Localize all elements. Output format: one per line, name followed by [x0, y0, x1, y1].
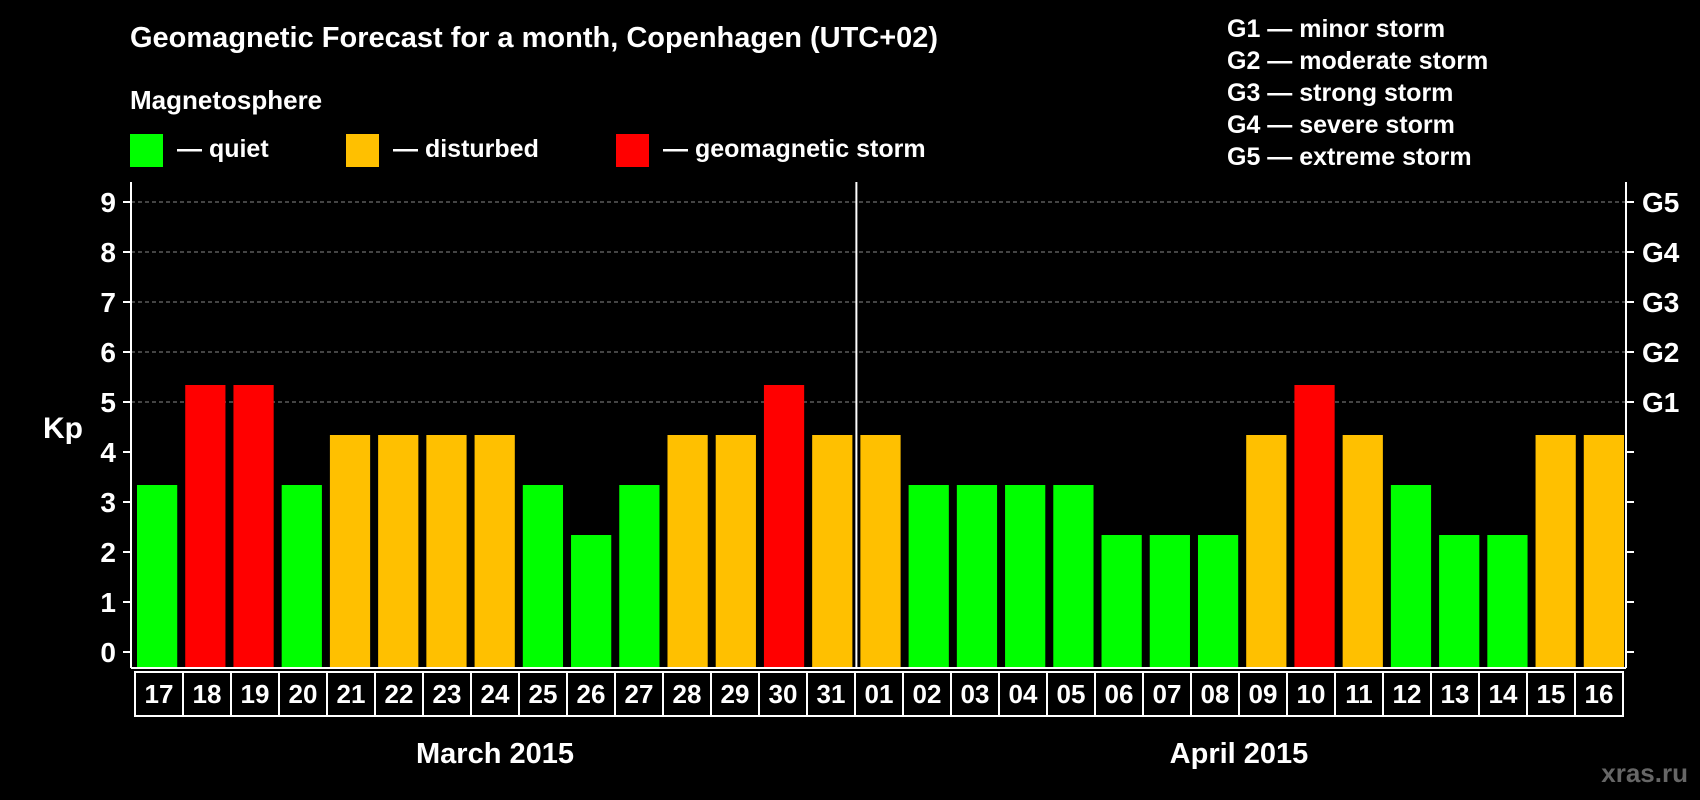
x-tick-label-29: 29 [721, 679, 750, 709]
bar-26 [571, 535, 612, 668]
x-tick-label-11: 11 [1345, 679, 1373, 709]
x-tick-label-13: 13 [1441, 679, 1470, 709]
chart-title: Geomagnetic Forecast for a month, Copenh… [130, 22, 938, 54]
y-tick-label-4: 4 [100, 437, 116, 468]
y-tick-label-3: 3 [100, 487, 116, 518]
legend-swatch-quiet [130, 134, 163, 167]
right-axis-label-g5: G5 [1642, 187, 1679, 218]
right-axis-label-g1: G1 [1642, 387, 1679, 418]
bar-04 [1005, 485, 1046, 668]
bar-22 [378, 435, 419, 668]
bar-10 [1294, 385, 1335, 668]
axes [123, 182, 1634, 717]
legend-swatch-storm [616, 134, 649, 167]
y-tick-label-9: 9 [100, 187, 116, 218]
bar-02 [908, 485, 949, 668]
x-tick-label-30: 30 [769, 679, 798, 709]
bar-27 [619, 485, 660, 668]
bar-14 [1487, 535, 1528, 668]
x-tick-label-10: 10 [1297, 679, 1326, 709]
bar-01 [860, 435, 901, 668]
storm-scale-g5: G5 — extreme storm [1227, 143, 1472, 171]
bar-07 [1149, 535, 1190, 668]
bar-23 [426, 435, 467, 668]
y-axis-label: Kp [43, 412, 83, 445]
bar-03 [956, 485, 998, 668]
legend-label-quiet: — quiet [177, 135, 269, 163]
legend-label-disturbed: — disturbed [393, 135, 539, 163]
right-axis-label-g3: G3 [1642, 287, 1679, 318]
bar-05 [1053, 485, 1094, 668]
bar-31 [812, 435, 853, 668]
bar-24 [474, 435, 515, 668]
bar-30 [763, 385, 805, 668]
x-tick-label-25: 25 [529, 679, 558, 709]
x-tick-label-01: 01 [865, 679, 894, 709]
x-tick-label-31: 31 [817, 679, 846, 709]
x-tick-label-26: 26 [577, 679, 606, 709]
bar-08 [1197, 535, 1239, 668]
x-tick-label-15: 15 [1537, 679, 1566, 709]
bar-21 [329, 435, 371, 668]
x-tick-label-09: 09 [1249, 679, 1278, 709]
right-axis-label-g2: G2 [1642, 337, 1679, 368]
x-tick-label-24: 24 [481, 679, 510, 709]
bar-09 [1246, 435, 1287, 668]
bars [137, 385, 1624, 668]
x-tick-label-07: 07 [1153, 679, 1182, 709]
right-axis-label-g4: G4 [1642, 237, 1680, 268]
x-tick-label-18: 18 [193, 679, 222, 709]
storm-scale-g3: G3 — strong storm [1227, 79, 1453, 107]
x-tick-label-16: 16 [1585, 679, 1614, 709]
y-tick-label-1: 1 [100, 587, 116, 618]
bar-15 [1535, 435, 1576, 668]
bar-20 [281, 485, 322, 668]
legend-section-title: Magnetosphere [130, 85, 322, 115]
legend-swatch-disturbed [346, 134, 379, 167]
bar-17 [137, 485, 178, 668]
x-tick-label-21: 21 [337, 679, 366, 709]
legend-label-storm: — geomagnetic storm [663, 135, 926, 163]
bar-06 [1101, 535, 1142, 668]
bar-29 [715, 435, 756, 668]
bar-19 [233, 385, 274, 668]
bar-25 [522, 485, 564, 668]
watermark: xras.ru [1601, 758, 1688, 788]
y-tick-label-7: 7 [100, 287, 116, 318]
x-tick-label-27: 27 [625, 679, 654, 709]
x-tick-label-05: 05 [1057, 679, 1086, 709]
storm-scale-g4: G4 — severe storm [1227, 111, 1455, 139]
x-tick-label-19: 19 [241, 679, 270, 709]
y-tick-label-8: 8 [100, 237, 116, 268]
bar-18 [185, 385, 226, 668]
bar-16 [1583, 435, 1624, 668]
x-tick-label-17: 17 [145, 679, 174, 709]
x-tick-label-03: 03 [961, 679, 990, 709]
day-label-strip [134, 671, 1624, 717]
bar-13 [1439, 535, 1480, 668]
y-tick-label-5: 5 [100, 387, 116, 418]
x-tick-label-04: 04 [1009, 679, 1038, 709]
x-tick-label-02: 02 [913, 679, 942, 709]
month-label-0: March 2015 [416, 738, 574, 770]
x-tick-label-20: 20 [289, 679, 318, 709]
bar-11 [1342, 435, 1383, 668]
storm-scale-g1: G1 — minor storm [1227, 15, 1445, 43]
y-tick-label-6: 6 [100, 337, 116, 368]
bar-12 [1390, 485, 1432, 668]
x-tick-label-22: 22 [385, 679, 414, 709]
bar-28 [667, 435, 708, 668]
x-tick-label-08: 08 [1201, 679, 1230, 709]
month-label-1: April 2015 [1170, 738, 1309, 770]
x-tick-label-28: 28 [673, 679, 702, 709]
storm-scale-g2: G2 — moderate storm [1227, 47, 1488, 75]
y-tick-label-2: 2 [100, 537, 116, 568]
x-tick-label-23: 23 [433, 679, 462, 709]
x-tick-label-14: 14 [1489, 679, 1518, 709]
x-tick-label-12: 12 [1393, 679, 1422, 709]
y-tick-label-0: 0 [100, 637, 116, 668]
x-tick-label-06: 06 [1105, 679, 1134, 709]
